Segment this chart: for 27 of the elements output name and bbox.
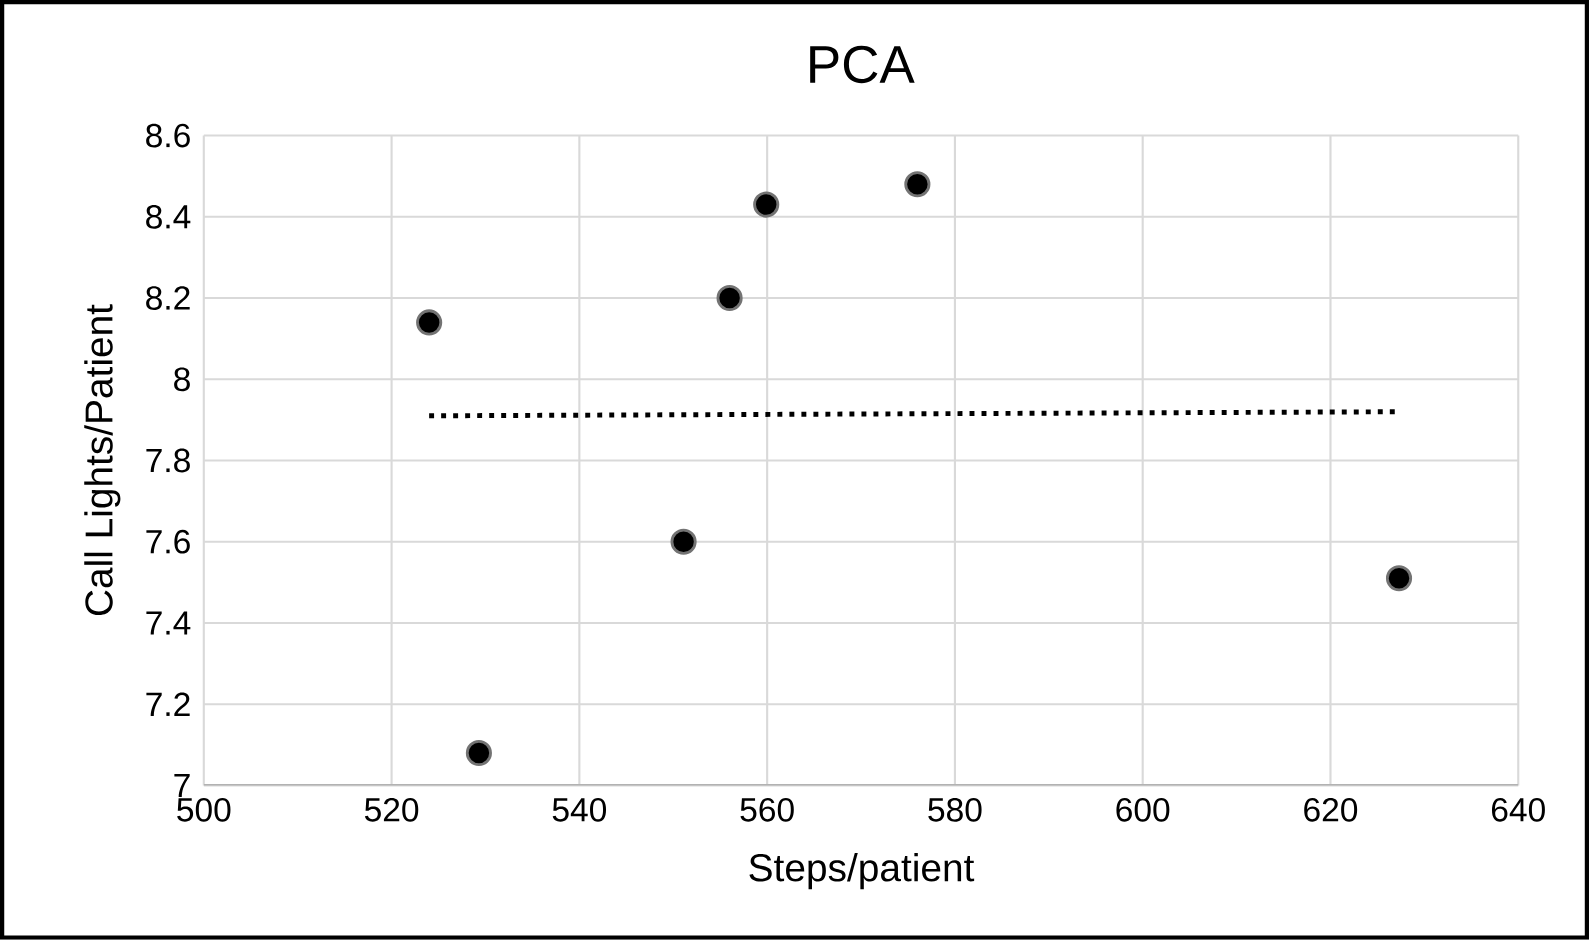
point	[416, 309, 443, 336]
x-tick-label: 580	[928, 798, 982, 822]
chart-title: PCA	[810, 45, 915, 84]
y-axis-title: Call Lights/Patient	[84, 304, 121, 616]
point	[716, 285, 743, 312]
point	[670, 528, 697, 555]
point	[904, 171, 931, 198]
point	[1385, 565, 1413, 592]
x-tick-label: 520	[364, 798, 419, 822]
x-tick-label: 640	[1491, 798, 1545, 822]
x-tick-label: 500	[177, 798, 231, 822]
y-tick-label: 8.2	[146, 286, 190, 311]
y-tick-label: 7.6	[146, 529, 190, 554]
x-tick-label: 620	[1304, 798, 1358, 822]
y-tick-label: 7.2	[146, 692, 190, 717]
y-tick-label: 7.8	[146, 448, 190, 473]
point	[753, 191, 780, 218]
y-tick-label: 7.4	[146, 611, 191, 635]
y-tick-label: 8.4	[146, 205, 191, 229]
x-tick-label: 560	[740, 798, 794, 822]
y-tick-label: 8.6	[146, 123, 190, 148]
x-tick-label: 540	[552, 798, 607, 822]
x-axis-title: Steps/patient	[749, 853, 975, 890]
y-tick-label: 8	[174, 367, 190, 392]
x-tick-label: 600	[1116, 798, 1170, 822]
y-tick-label: 7	[174, 773, 190, 798]
point	[465, 739, 492, 767]
